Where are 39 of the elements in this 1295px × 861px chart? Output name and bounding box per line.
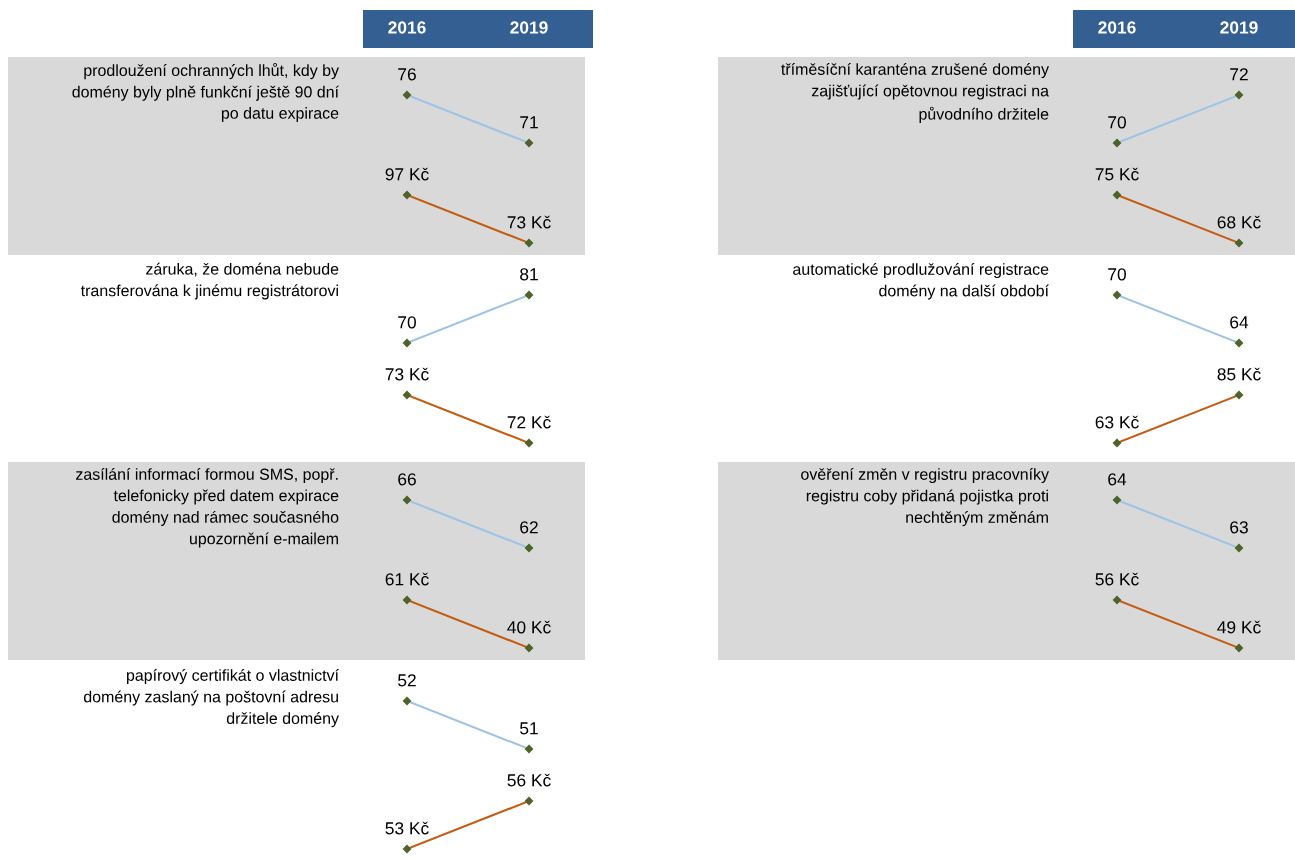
text: automatické prodlužování registrace domény na další období	[793, 263, 1049, 300]
data-label: 81	[520, 268, 538, 281]
data-label: 76	[398, 68, 416, 81]
data-label: 49 Kč	[1217, 620, 1261, 634]
data-label: 64	[1230, 316, 1249, 329]
text: zasílání informací formou SMS, popř. telefonicky před datem expirace domény nad rámec současného upozornění e-mailem	[76, 468, 339, 548]
data-label: 73 Kč	[385, 367, 429, 381]
x-tick-label: 2016	[388, 21, 426, 34]
data-label: 85 Kč	[1217, 367, 1261, 381]
text: prodloužení ochranných lhůt, kdy by domény byly plně funkční ještě 90 dní po datu expirace	[72, 63, 339, 122]
data-label: 72	[1230, 68, 1248, 81]
data-label: 51	[520, 722, 538, 735]
data-label: 61 Kč	[385, 572, 429, 586]
data-label: 56 Kč	[1095, 572, 1139, 586]
data-label: 71	[520, 116, 538, 129]
data-label: 73 Kč	[507, 215, 551, 229]
data-label: 52	[398, 674, 416, 687]
data-label: 75 Kč	[1095, 167, 1139, 181]
data-label: 64	[1108, 473, 1127, 486]
data-label: 70	[398, 316, 416, 329]
data-label: 53 Kč	[385, 821, 429, 835]
data-label: 62	[520, 521, 538, 534]
data-label: 40 Kč	[507, 620, 551, 634]
data-label: 66	[398, 473, 416, 486]
x-tick-label: 2019	[1220, 21, 1258, 34]
data-label: 72 Kč	[507, 415, 551, 429]
data-label: 63 Kč	[1095, 415, 1139, 429]
data-label: 56 Kč	[507, 773, 551, 787]
data-label: 70	[1108, 116, 1126, 129]
text: záruka, že doména nebude transferována k jinému registrátorovi	[80, 262, 339, 300]
data-label: 70	[1108, 268, 1126, 281]
data-label: 63	[1230, 521, 1248, 534]
text: tříměsíční karanténa zrušené domény zajišťující opětovnou registraci na původního držitele	[781, 63, 1050, 123]
text: papírový certifikát o vlastnictví domény zaslaný na poštovní adresu držitele domény	[83, 669, 339, 728]
data-label: 68 Kč	[1217, 215, 1261, 229]
x-tick-label: 2016	[1098, 21, 1136, 34]
x-tick-label: 2019	[510, 21, 548, 34]
data-label: 97 Kč	[385, 167, 429, 181]
text: ověření změn v registru pracovníky registru coby přidaná pojistka proti nechtěným změnám	[801, 468, 1049, 527]
